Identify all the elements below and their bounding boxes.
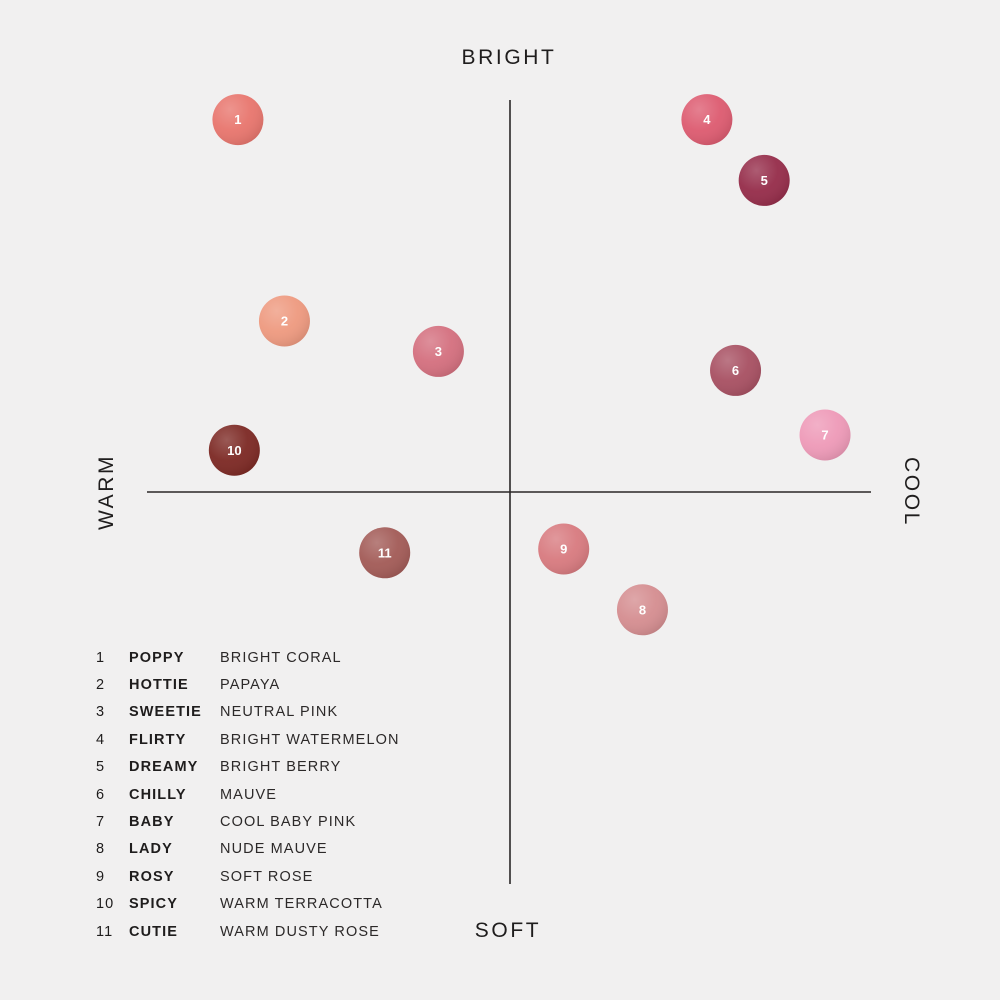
data-point-gloss [359,527,411,579]
legend-desc: MAUVE [220,786,278,803]
legend-name: ROSY [129,868,175,885]
data-point-gloss [738,154,790,206]
legend-num: 6 [96,786,106,803]
legend-row: 8 LADY NUDE MAUVE [96,836,516,863]
data-point-label: 7 [821,428,828,443]
data-point-gloss [538,523,590,575]
legend-row: 3 SWEETIE NEUTRAL PINK [96,699,516,726]
legend-desc: NUDE MAUVE [220,841,328,858]
legend-num: 8 [96,841,106,858]
legend-desc: COOL BABY PINK [220,814,357,831]
legend-desc: WARM TERRACOTTA [220,896,383,913]
data-point-3: 3 [412,325,464,377]
data-point-gloss [681,94,733,146]
data-point-label: 1 [234,112,241,127]
legend-row: 5 DREAMY BRIGHT BERRY [96,754,516,781]
data-point-label: 9 [560,542,567,557]
data-point-gloss [208,424,260,476]
legend-name: DREAMY [129,759,199,776]
legend-name: POPPY [129,649,185,666]
legend-name: CUTIE [129,923,178,940]
legend-num: 9 [96,868,106,885]
data-point-label: 11 [378,545,392,560]
legend-num: 7 [96,814,106,831]
legend-num: 2 [96,677,106,694]
data-point-label: 2 [281,314,288,329]
legend-row: 1 POPPY BRIGHT CORAL [96,644,516,671]
data-point-gloss [412,325,464,377]
legend-desc: BRIGHT WATERMELON [220,731,400,748]
legend-name: CHILLY [129,786,187,803]
legend-row: 4 FLIRTY BRIGHT WATERMELON [96,726,516,753]
legend-num: 11 [96,923,114,940]
data-point-gloss [212,94,264,146]
axis-label-top: BRIGHT [462,46,557,69]
data-point-5: 5 [738,154,790,206]
legend-row: 10 SPICY WARM TERRACOTTA [96,891,516,918]
legend: 1 POPPY BRIGHT CORAL 2 HOTTIE PAPAYA 3 SWEETIE N… [96,644,516,945]
legend-name: SWEETIE [129,704,202,721]
axis-label-left: WARM [95,454,118,530]
legend-desc: WARM DUSTY ROSE [220,923,380,940]
legend-row: 2 HOTTIE PAPAYA [96,671,516,698]
legend-name: BABY [129,814,175,831]
data-point-gloss [616,584,668,636]
legend-desc: BRIGHT CORAL [220,649,342,666]
data-point-10: 10 [208,424,260,476]
legend-name: HOTTIE [129,677,189,694]
data-point-label: 8 [639,602,646,617]
legend-row: 9 ROSY SOFT ROSE [96,863,516,890]
legend-num: 5 [96,759,106,776]
data-point-gloss [710,344,762,396]
legend-row: 6 CHILLY MAUVE [96,781,516,808]
data-point-1: 1 [212,94,264,146]
data-point-8: 8 [616,584,668,636]
legend-num: 10 [96,896,115,913]
legend-desc: PAPAYA [220,677,281,694]
data-point-label: 5 [761,173,768,188]
data-point-6: 6 [710,344,762,396]
data-point-4: 4 [681,94,733,146]
legend-desc: SOFT ROSE [220,868,314,885]
data-point-9: 9 [538,523,590,575]
data-point-11: 11 [359,527,411,579]
legend-name: FLIRTY [129,731,187,748]
legend-num: 1 [96,649,106,666]
legend-num: 3 [96,704,106,721]
legend-row: 7 BABY COOL BABY PINK [96,808,516,835]
axis-label-bottom: SOFT [475,919,541,942]
axis-label-right: COOL [900,457,923,527]
data-point-gloss [799,409,851,461]
data-point-label: 6 [732,363,739,378]
data-point-gloss [258,295,310,347]
data-points: 1 2 3 4 5 6 7 8 9 10 11 [208,94,851,636]
data-point-7: 7 [799,409,851,461]
legend-name: LADY [129,841,173,858]
legend-desc: NEUTRAL PINK [220,704,339,721]
legend-desc: BRIGHT BERRY [220,759,342,776]
legend-row: 11 CUTIE WARM DUSTY ROSE [96,918,516,945]
legend-name: SPICY [129,896,179,913]
data-point-2: 2 [258,295,310,347]
legend-num: 4 [96,731,106,748]
data-point-label: 3 [435,344,442,359]
data-point-label: 4 [703,112,711,127]
data-point-label: 10 [227,443,241,458]
